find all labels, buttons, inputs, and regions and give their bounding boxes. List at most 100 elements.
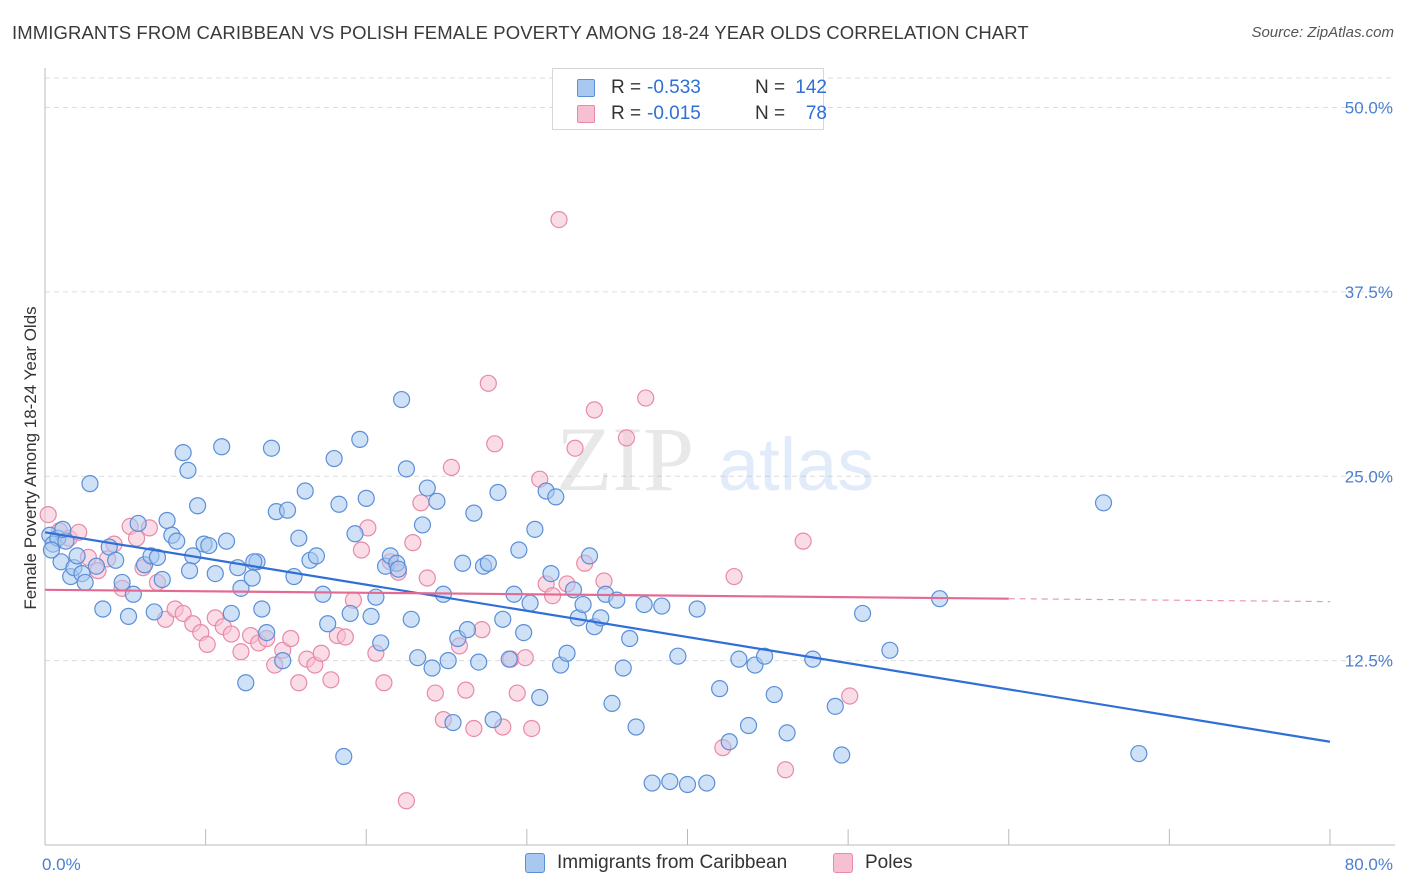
- caribbean-point: [188, 497, 207, 515]
- poles-point: [127, 529, 146, 547]
- caribbean-point: [614, 659, 632, 677]
- caribbean-point: [296, 482, 314, 500]
- poles-point: [457, 681, 475, 699]
- caribbean-point: [669, 647, 687, 665]
- caribbean-point: [389, 560, 407, 578]
- caribbean-point: [319, 615, 337, 633]
- caribbean-point: [213, 438, 231, 456]
- caribbean-point: [107, 551, 125, 569]
- legend-r-value: -0.533: [647, 77, 701, 98]
- caribbean-point: [653, 597, 671, 615]
- caribbean-point: [372, 634, 390, 652]
- caribbean-point: [479, 554, 497, 572]
- caribbean-point: [351, 430, 369, 448]
- caribbean-point: [547, 488, 565, 506]
- poles-point: [516, 649, 534, 667]
- caribbean-point: [574, 595, 592, 614]
- caribbean-point: [428, 492, 446, 510]
- caribbean-point: [158, 511, 176, 530]
- caribbean-point: [274, 652, 292, 670]
- poles-point: [336, 628, 354, 646]
- caribbean-point: [470, 653, 488, 671]
- poles-point: [776, 761, 795, 779]
- caribbean-point: [357, 489, 375, 507]
- caribbean-point: [179, 461, 197, 479]
- caribbean-point: [489, 483, 507, 502]
- legend-swatch-caribbean: [577, 79, 595, 97]
- caribbean-point: [367, 588, 385, 606]
- bottom-legend-swatch-poles: [833, 853, 853, 873]
- caribbean-point: [444, 713, 462, 732]
- poles-point: [352, 541, 371, 559]
- caribbean-point: [42, 541, 61, 559]
- caribbean-point: [778, 724, 796, 742]
- poles-point: [637, 389, 655, 407]
- legend-r-label: R =: [611, 77, 642, 98]
- poles-point: [585, 401, 603, 419]
- poles-point: [375, 674, 393, 692]
- poles-trend-line: [44, 588, 1009, 600]
- caribbean-point: [362, 607, 380, 625]
- poles-point: [39, 505, 57, 524]
- y-axis-label: Female Poverty Among 18-24 Year Olds: [21, 306, 40, 609]
- poles-point: [523, 719, 541, 738]
- poles-point: [725, 567, 743, 586]
- caribbean-point: [76, 573, 94, 592]
- caribbean-point: [621, 629, 639, 648]
- poles-point: [404, 534, 422, 552]
- caribbean-point: [258, 623, 276, 642]
- caribbean-point: [129, 514, 147, 533]
- caribbean-point: [765, 685, 783, 704]
- caribbean-point: [423, 659, 441, 677]
- caribbean-point: [730, 650, 748, 668]
- x-tick-labels: 0.0% 80.0%: [42, 855, 1393, 874]
- caribbean-point: [237, 674, 255, 692]
- caribbean-point: [87, 557, 106, 575]
- caribbean-point: [635, 595, 653, 614]
- poles-point: [841, 687, 859, 705]
- caribbean-point: [580, 547, 599, 565]
- poles-point: [418, 569, 436, 587]
- poles-point: [412, 494, 430, 512]
- caribbean-point: [119, 607, 138, 625]
- watermark-zip: ZIP: [556, 408, 694, 510]
- caribbean-point: [688, 600, 706, 618]
- stats-legend: R = -0.533 N = 142 R = -0.015 N = 78: [552, 68, 827, 130]
- poles-point: [312, 644, 330, 662]
- poles-point: [543, 587, 562, 605]
- poles-point: [617, 429, 636, 447]
- caribbean-point: [515, 623, 533, 642]
- caribbean-point: [206, 564, 224, 583]
- trend-lines: [44, 531, 1331, 743]
- caribbean-point: [392, 390, 411, 409]
- caribbean-point: [54, 520, 72, 538]
- caribbean-point: [711, 680, 729, 698]
- watermark: ZIP atlas: [556, 408, 874, 510]
- caribbean-trend-line: [44, 531, 1331, 743]
- caribbean-point: [409, 649, 427, 667]
- caribbean-point: [510, 541, 528, 559]
- watermark-atlas: atlas: [718, 423, 874, 506]
- caribbean-point: [500, 650, 518, 668]
- caribbean-point: [661, 772, 679, 791]
- caribbean-point: [739, 716, 758, 735]
- caribbean-point: [307, 547, 326, 565]
- caribbean-point: [454, 554, 472, 572]
- caribbean-point: [521, 594, 539, 612]
- poles-trend-extension: [1008, 598, 1331, 603]
- bottom-legend-label-caribbean: Immigrants from Caribbean: [557, 852, 788, 873]
- y-tick-label: 12.5%: [1345, 652, 1393, 671]
- poles-point: [794, 532, 812, 550]
- caribbean-point: [720, 733, 738, 751]
- poles-point: [282, 629, 300, 648]
- caribbean-point: [1094, 494, 1113, 512]
- caribbean-point: [826, 697, 844, 715]
- caribbean-point: [458, 621, 477, 639]
- axes: [44, 68, 1395, 846]
- caribbean-point: [335, 747, 353, 766]
- legend-n-label: N =: [755, 77, 786, 98]
- caribbean-point: [484, 711, 502, 729]
- bottom-legend-label-poles: Poles: [865, 852, 913, 873]
- caribbean-point: [833, 746, 851, 764]
- caribbean-point: [174, 444, 192, 462]
